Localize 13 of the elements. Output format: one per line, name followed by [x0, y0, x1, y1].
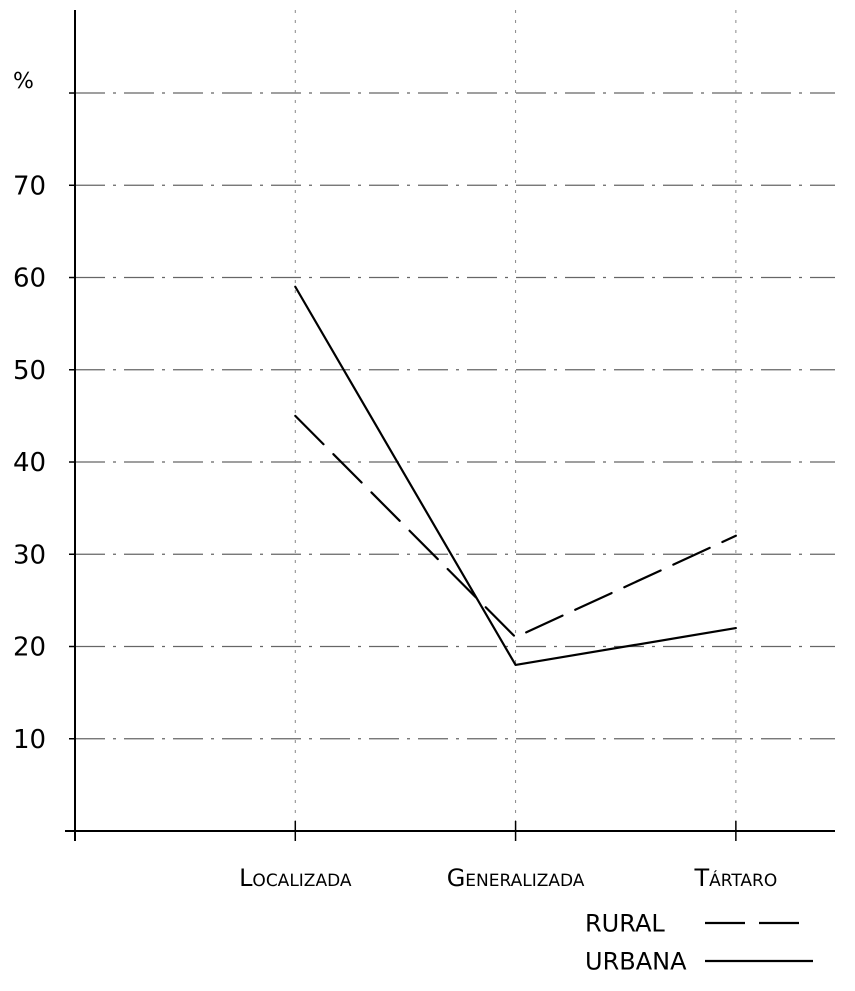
- x-tick-label: Generalizada: [446, 864, 585, 892]
- y-tick-label: 40: [13, 448, 46, 478]
- y-tick-label: 20: [13, 632, 46, 663]
- y-tick-label: 50: [13, 356, 46, 386]
- legend-label: URBANA: [585, 947, 688, 976]
- y-axis-title: %: [13, 69, 34, 94]
- y-tick-label: 10: [13, 724, 46, 755]
- x-tick-label: Tártaro: [693, 864, 778, 892]
- y-tick-label: 30: [13, 540, 46, 570]
- y-tick-label: 70: [13, 171, 46, 202]
- y-tick-label: 60: [13, 264, 46, 294]
- legend-label: RURAL: [585, 909, 666, 938]
- x-tick-label: Localizada: [239, 864, 352, 892]
